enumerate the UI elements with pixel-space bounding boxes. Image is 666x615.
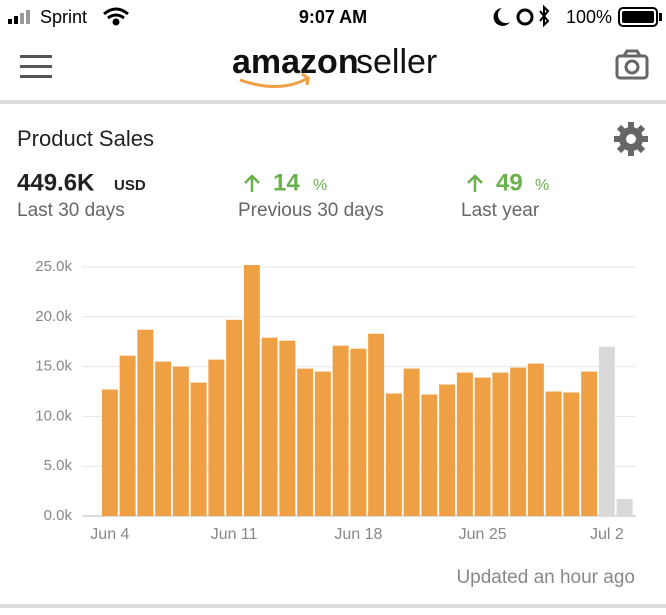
x-tick-label: Jun 11 <box>211 526 258 543</box>
bar <box>616 499 633 516</box>
bar <box>208 359 225 516</box>
up-arrow <box>467 174 483 192</box>
x-tick-label: Jun 4 <box>90 526 129 543</box>
bar <box>314 371 331 516</box>
bar <box>403 368 420 516</box>
time: 9:07 AM <box>299 7 367 27</box>
logo-suffix: seller <box>356 43 437 81</box>
x-tick-label: Jul 2 <box>590 526 624 543</box>
bar <box>226 319 243 516</box>
bar <box>510 367 527 516</box>
x-tick-label: Jun 25 <box>459 526 507 543</box>
moon-icon <box>493 8 510 26</box>
x-tick-label: Jun 18 <box>334 526 382 543</box>
stat-unit: % <box>313 177 327 194</box>
bar <box>456 372 473 516</box>
carrier: Sprint <box>40 7 87 27</box>
logo-smile <box>239 72 311 89</box>
bar <box>492 372 509 516</box>
menu-button[interactable] <box>20 55 52 78</box>
card-title: Product Sales <box>17 126 154 151</box>
bar <box>297 368 314 516</box>
stat-label: Last year <box>461 200 540 221</box>
bluetooth-icon <box>539 4 550 28</box>
signal-icon <box>8 10 30 24</box>
bar <box>279 340 296 516</box>
y-tick-label: 0.0k <box>44 507 73 524</box>
y-tick-label: 5.0k <box>44 457 73 474</box>
alarm-icon <box>516 8 534 26</box>
battery-icon <box>618 7 662 27</box>
camera-button[interactable] <box>615 49 649 80</box>
y-tick-label: 10.0k <box>35 407 72 424</box>
bar <box>332 345 349 516</box>
bar <box>119 355 136 516</box>
total-value: 449.6K <box>17 169 95 196</box>
stat-value: 49 <box>496 169 523 196</box>
header-divider <box>0 100 666 104</box>
wifi-icon <box>103 7 129 26</box>
logo-brand: amazon <box>232 43 359 81</box>
bar <box>368 333 385 516</box>
y-tick-label: 15.0k <box>35 358 72 375</box>
bar <box>261 337 278 516</box>
bar <box>172 366 189 516</box>
total-label: Last 30 days <box>17 200 125 221</box>
bar <box>527 363 544 516</box>
up-arrow <box>244 174 260 192</box>
bar <box>243 265 260 516</box>
y-tick-label: 20.0k <box>35 308 72 325</box>
stat-value: 14 <box>273 169 300 196</box>
bar <box>581 371 598 516</box>
updated-note: Updated an hour ago <box>456 567 635 588</box>
bar <box>190 382 207 516</box>
bar <box>545 391 562 516</box>
bar <box>137 329 154 516</box>
card-divider <box>0 604 666 608</box>
battery-percent: 100% <box>566 7 612 27</box>
chart: 0.0k 5.0k 10.0k 15.0k 20.0k 25.0k Jun 4 Jun 11 J… <box>35 258 636 543</box>
bar <box>101 389 118 516</box>
bar <box>421 394 438 516</box>
bar <box>155 361 172 516</box>
bar <box>439 384 456 516</box>
stat-unit: % <box>535 177 549 194</box>
bar <box>563 392 580 516</box>
total-unit: USD <box>114 177 146 194</box>
bar <box>385 393 402 516</box>
stat-label: Previous 30 days <box>238 200 384 221</box>
bar <box>350 348 367 516</box>
y-tick-label: 25.0k <box>35 258 72 275</box>
settings-button[interactable] <box>614 122 648 156</box>
bar <box>598 346 615 516</box>
bar <box>474 377 491 516</box>
